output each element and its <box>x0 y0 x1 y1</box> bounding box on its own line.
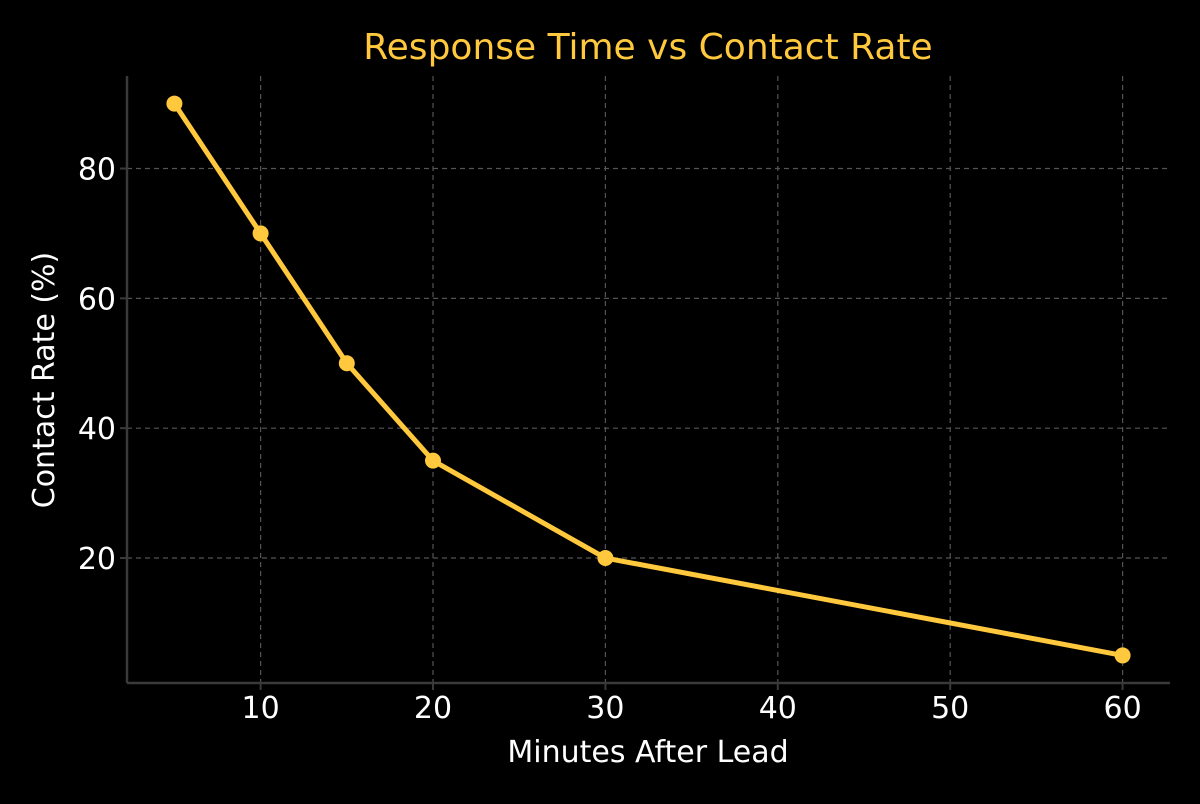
y-tick-label: 40 <box>78 412 116 447</box>
x-tick-label: 30 <box>586 691 624 726</box>
data-point <box>425 452 442 469</box>
x-tick-label: 10 <box>242 691 280 726</box>
y-tick-label: 20 <box>78 542 116 577</box>
chart-title: Response Time vs Contact Rate <box>363 27 932 68</box>
x-tick-label: 40 <box>759 691 797 726</box>
y-tick-label: 80 <box>78 153 116 188</box>
series-line <box>171 101 1126 658</box>
data-point <box>166 95 183 112</box>
y-axis-label: Contact Rate (%) <box>27 252 62 509</box>
data-point <box>338 355 355 372</box>
tick-layer: 10 20 30 40 50 60 20 40 60 80 <box>78 153 1142 726</box>
grid-layer <box>127 76 1170 683</box>
data-point <box>1114 647 1131 664</box>
x-tick-label: 50 <box>931 691 969 726</box>
data-point <box>252 225 269 242</box>
x-tick-label: 20 <box>414 691 452 726</box>
y-tick-label: 60 <box>78 282 116 317</box>
data-point <box>597 550 614 567</box>
axes-layer <box>125 76 1170 685</box>
x-axis-label: Minutes After Lead <box>507 735 788 770</box>
series-layer <box>166 95 1131 664</box>
x-tick-label: 60 <box>1103 691 1141 726</box>
